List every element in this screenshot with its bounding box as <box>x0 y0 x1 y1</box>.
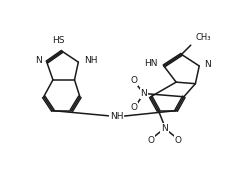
Text: O: O <box>175 136 182 145</box>
Text: N: N <box>204 60 211 69</box>
Text: N: N <box>161 124 168 133</box>
Text: NH: NH <box>84 56 98 65</box>
Text: O: O <box>130 76 137 85</box>
Text: O: O <box>130 103 137 112</box>
Text: N: N <box>35 56 41 65</box>
Text: CH₃: CH₃ <box>195 33 211 42</box>
Text: HS: HS <box>52 36 65 45</box>
Text: HN: HN <box>144 59 158 68</box>
Text: NH: NH <box>110 112 124 121</box>
Text: N: N <box>140 89 147 98</box>
Text: O: O <box>147 136 154 145</box>
